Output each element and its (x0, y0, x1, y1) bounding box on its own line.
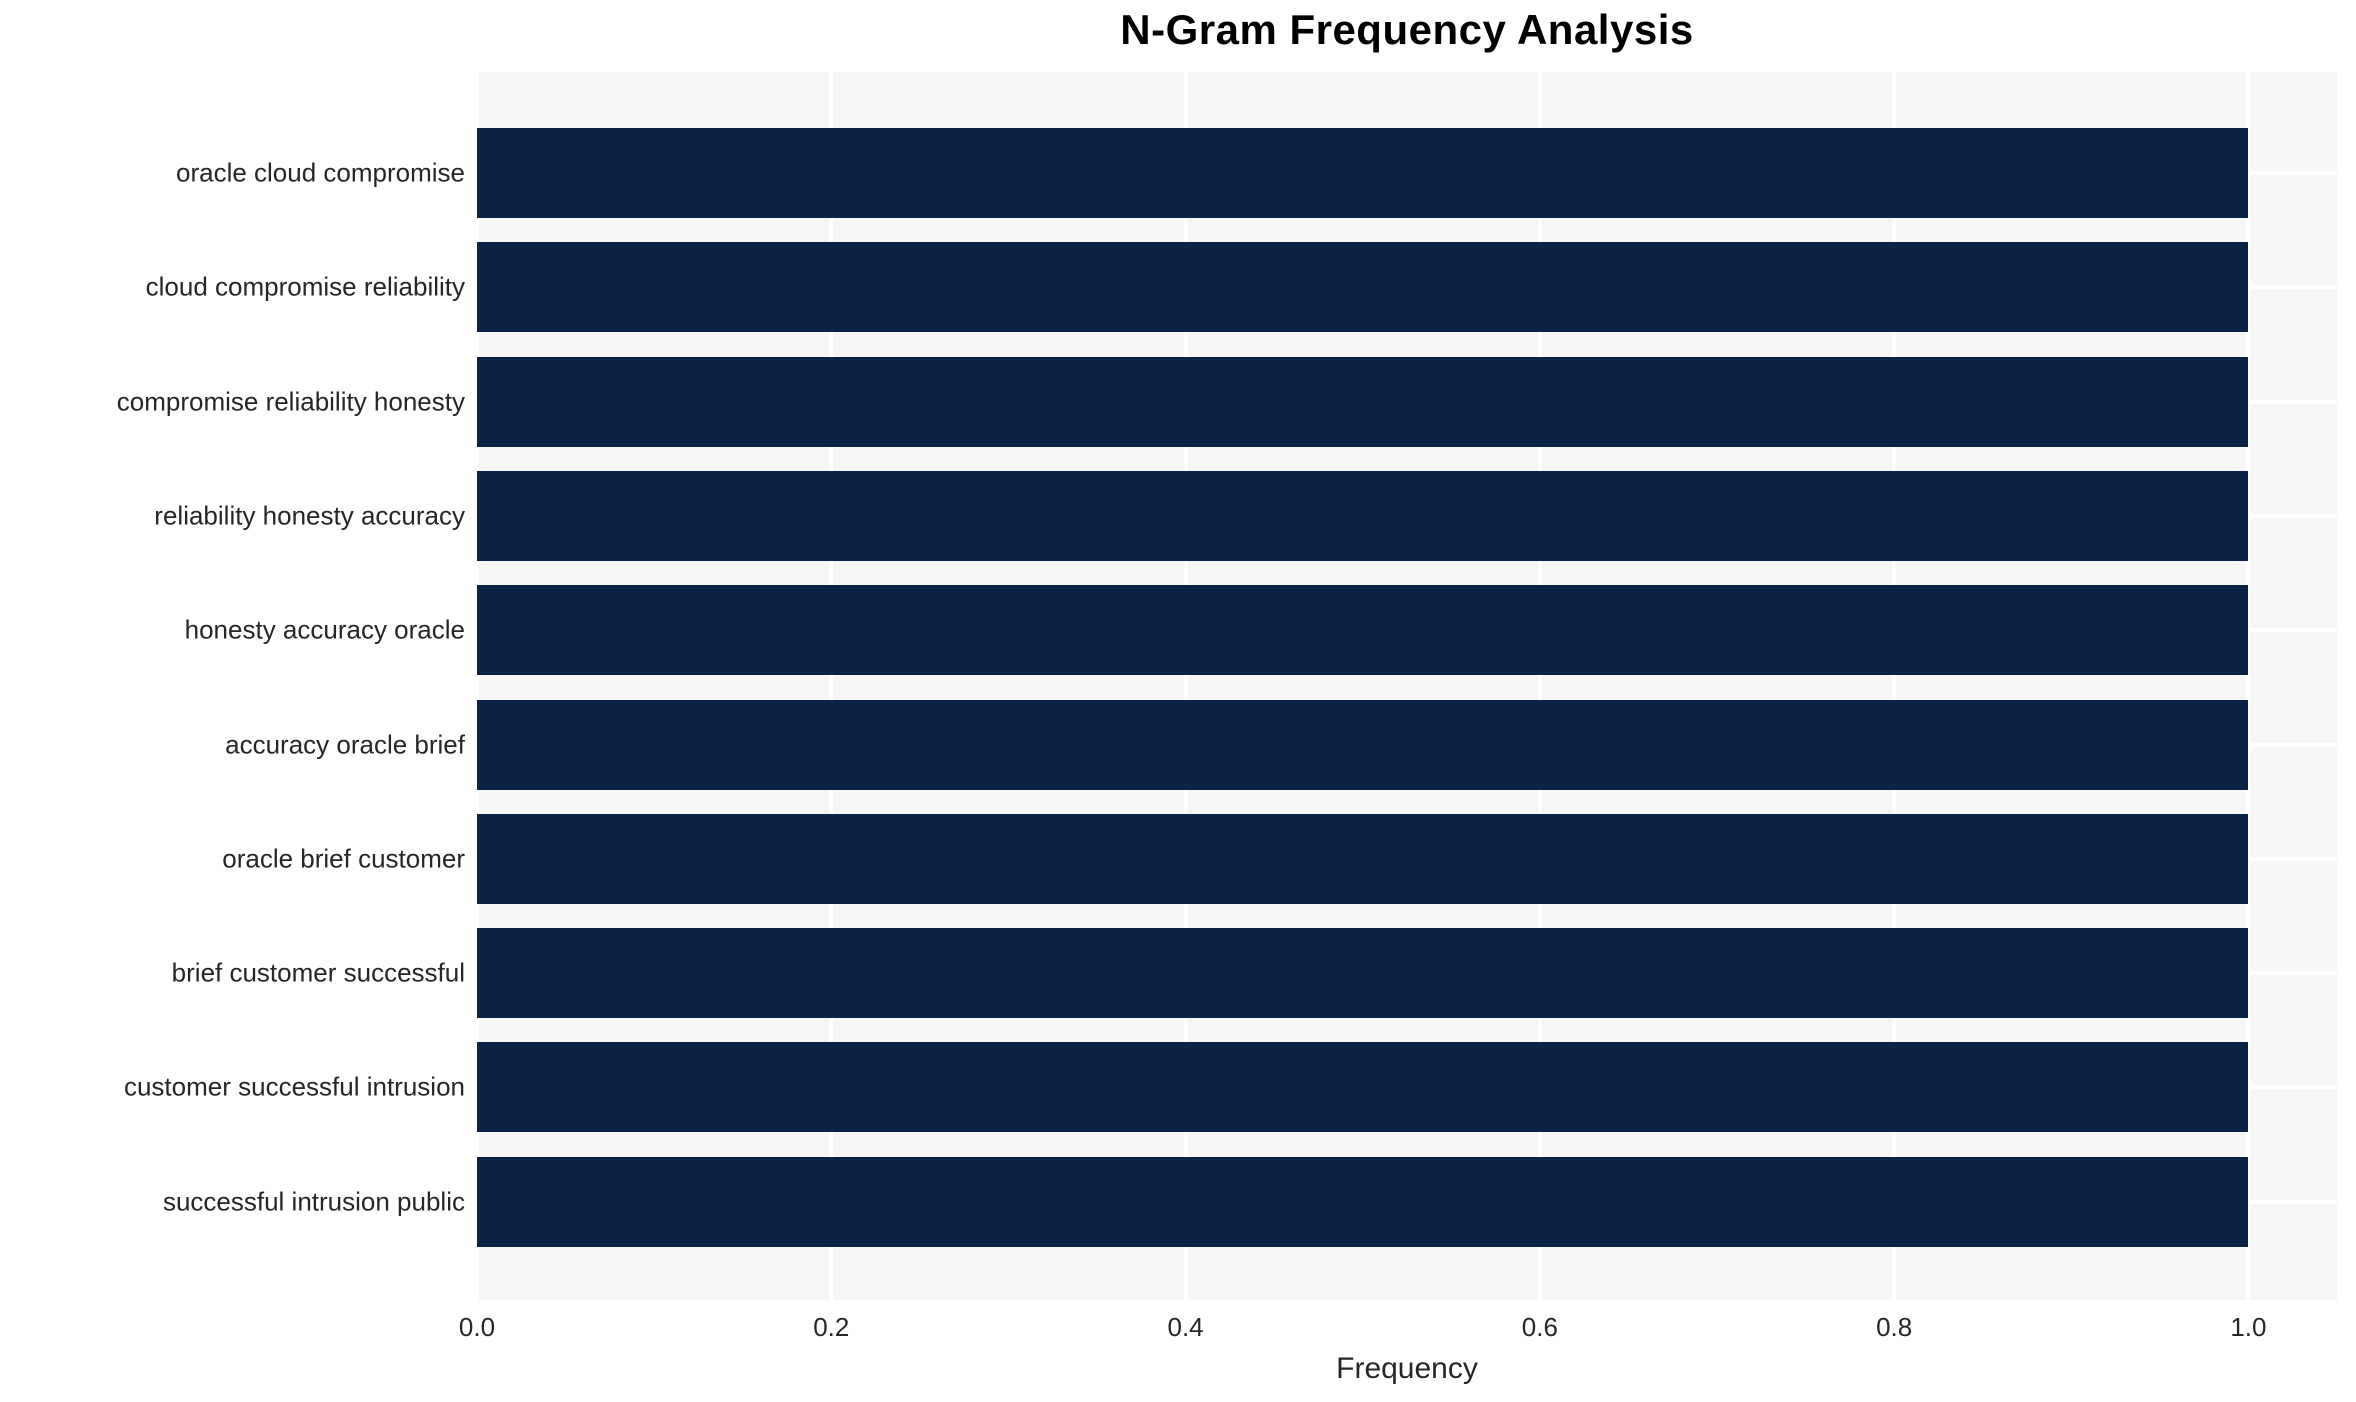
y-tick-label: reliability honesty accuracy (154, 500, 465, 531)
bar (477, 928, 2249, 1019)
bar (477, 813, 2249, 904)
y-tick-label: successful intrusion public (162, 1186, 465, 1217)
x-tick-label: 0.8 (1876, 1312, 1913, 1342)
y-tick-label: accuracy oracle brief (225, 729, 465, 759)
x-gridline (2246, 72, 2251, 1300)
x-tick-label: 0.4 (1167, 1312, 1204, 1342)
x-tick-label: 0.2 (813, 1312, 850, 1342)
y-tick-label: compromise reliability honesty (116, 386, 465, 417)
x-tick-label: 0.0 (458, 1312, 496, 1342)
y-tick-label: oracle brief customer (222, 843, 465, 874)
bar (477, 1156, 2249, 1247)
x-gridline (1892, 72, 1897, 1300)
x-gridline (475, 72, 479, 1300)
x-gridline (1183, 72, 1188, 1300)
plot-area (475, 72, 2337, 1300)
bar (477, 699, 2249, 790)
bar (477, 128, 2249, 218)
bar (477, 585, 2249, 676)
y-tick-label: honesty accuracy oracle (184, 614, 465, 645)
x-gridline (1537, 72, 1542, 1300)
bar (477, 356, 2249, 447)
y-tick-label: cloud compromise reliability (145, 271, 465, 302)
bar (477, 242, 2249, 333)
x-axis-label: Frequency (1336, 1352, 1478, 1385)
bar (477, 470, 2249, 561)
x-gridline (829, 72, 834, 1300)
x-tick-label: 0.6 (1521, 1312, 1558, 1342)
chart-title: N-Gram Frequency Analysis (1120, 6, 1694, 53)
y-tick-label: customer successful intrusion (123, 1071, 465, 1102)
bar (477, 1042, 2249, 1133)
x-tick-label: 1.0 (2230, 1312, 2267, 1342)
y-tick-label: oracle cloud compromise (175, 157, 465, 188)
y-tick-label: brief customer successful (171, 957, 465, 988)
